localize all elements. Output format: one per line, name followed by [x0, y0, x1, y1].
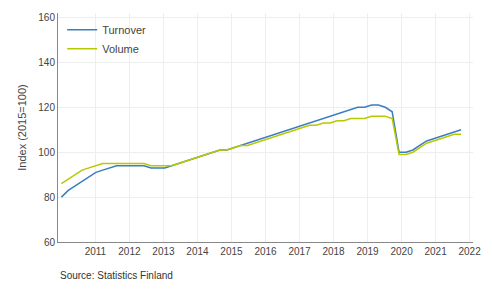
svg-text:100: 100	[38, 147, 55, 158]
svg-text:2017: 2017	[288, 246, 311, 257]
svg-text:80: 80	[44, 192, 56, 203]
svg-text:2014: 2014	[186, 246, 209, 257]
svg-text:2018: 2018	[322, 246, 345, 257]
svg-text:Index (2015=100): Index (2015=100)	[16, 84, 28, 171]
svg-text:Turnover: Turnover	[102, 24, 146, 36]
svg-text:2015: 2015	[220, 246, 243, 257]
svg-text:2013: 2013	[152, 246, 175, 257]
svg-text:2016: 2016	[254, 246, 277, 257]
svg-text:2019: 2019	[356, 246, 379, 257]
svg-text:140: 140	[38, 57, 55, 68]
svg-text:Source: Statistics Finland: Source: Statistics Finland	[60, 270, 173, 281]
svg-text:Volume: Volume	[102, 43, 139, 55]
svg-text:160: 160	[38, 12, 55, 23]
svg-text:2011: 2011	[85, 246, 107, 257]
svg-text:2022: 2022	[458, 246, 481, 257]
svg-text:2021: 2021	[424, 246, 447, 257]
svg-text:2020: 2020	[390, 246, 413, 257]
svg-text:2012: 2012	[118, 246, 141, 257]
svg-text:60: 60	[44, 237, 56, 248]
svg-text:120: 120	[38, 102, 55, 113]
